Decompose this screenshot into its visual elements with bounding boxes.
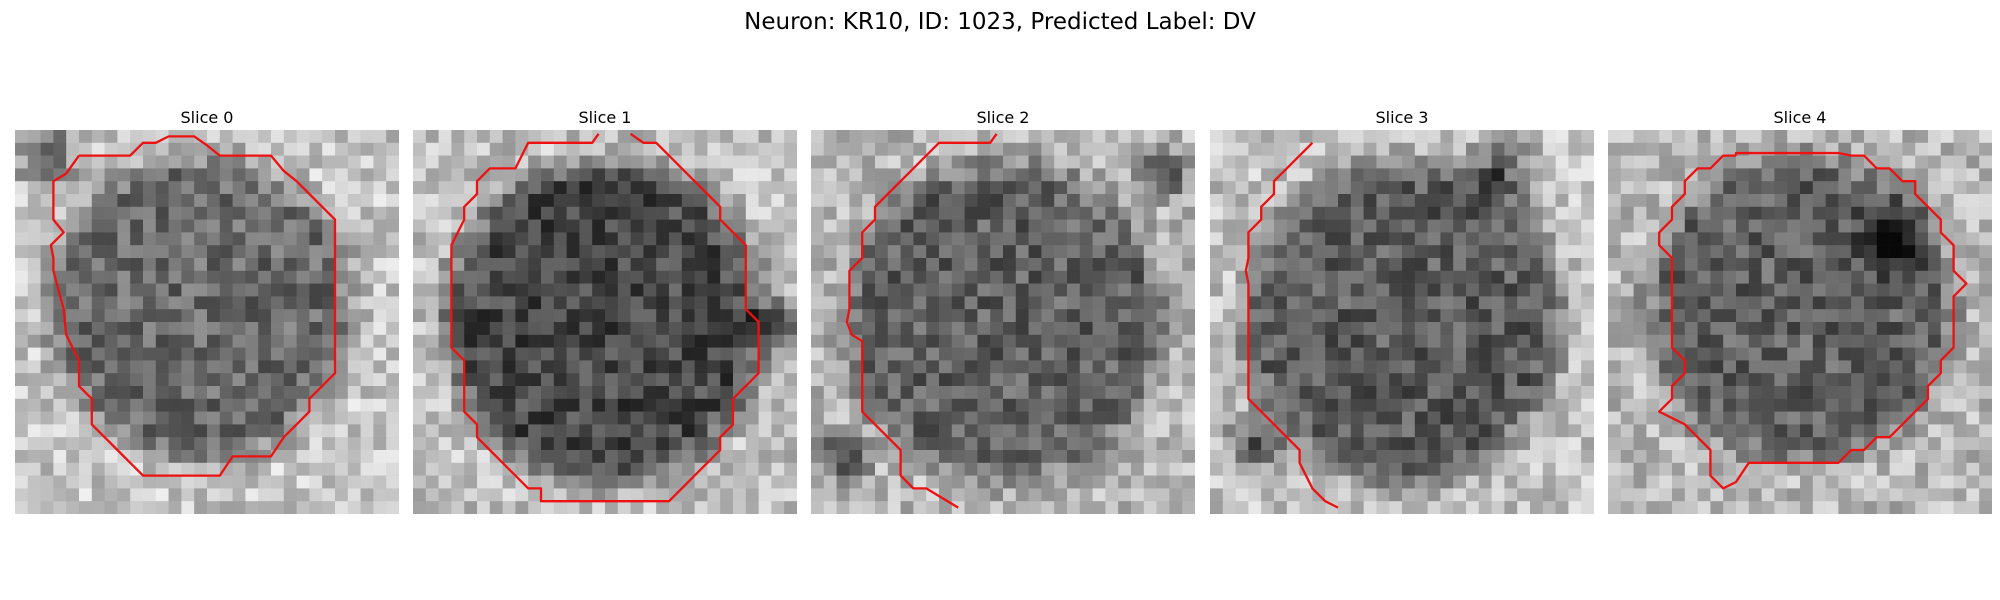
neuron-contour-2 (845, 133, 998, 509)
slice-panel-0: Slice 0 (15, 108, 399, 514)
slice-pixels-0 (15, 130, 399, 514)
slice-panel-4: Slice 4 (1608, 108, 1992, 514)
slice-title-0: Slice 0 (180, 108, 234, 127)
slice-title-1: Slice 1 (578, 108, 632, 127)
slice-pixels-2 (811, 130, 1195, 514)
figure-title: Neuron: KR10, ID: 1023, Predicted Label:… (744, 9, 1256, 35)
neuron-contour-0 (49, 135, 337, 477)
slice-pixels-3 (1210, 130, 1594, 514)
slice-panel-2: Slice 2 (811, 108, 1195, 514)
slice-image-2 (811, 130, 1195, 514)
neuron-contour-3 (1244, 141, 1339, 509)
slice-title-4: Slice 4 (1773, 108, 1827, 127)
slice-panel-3: Slice 3 (1210, 108, 1594, 514)
slice-panel-1: Slice 1 (413, 108, 797, 514)
slice-image-3 (1210, 130, 1594, 514)
neuron-contour-4 (1658, 151, 1968, 490)
slice-image-0 (15, 130, 399, 514)
slice-image-4 (1608, 130, 1992, 514)
slice-image-1 (413, 130, 797, 514)
neuron-contour-1 (450, 132, 760, 503)
slice-pixels-4 (1608, 130, 1992, 514)
slice-title-2: Slice 2 (976, 108, 1030, 127)
slice-title-3: Slice 3 (1375, 108, 1429, 127)
slice-pixels-1 (413, 130, 797, 514)
